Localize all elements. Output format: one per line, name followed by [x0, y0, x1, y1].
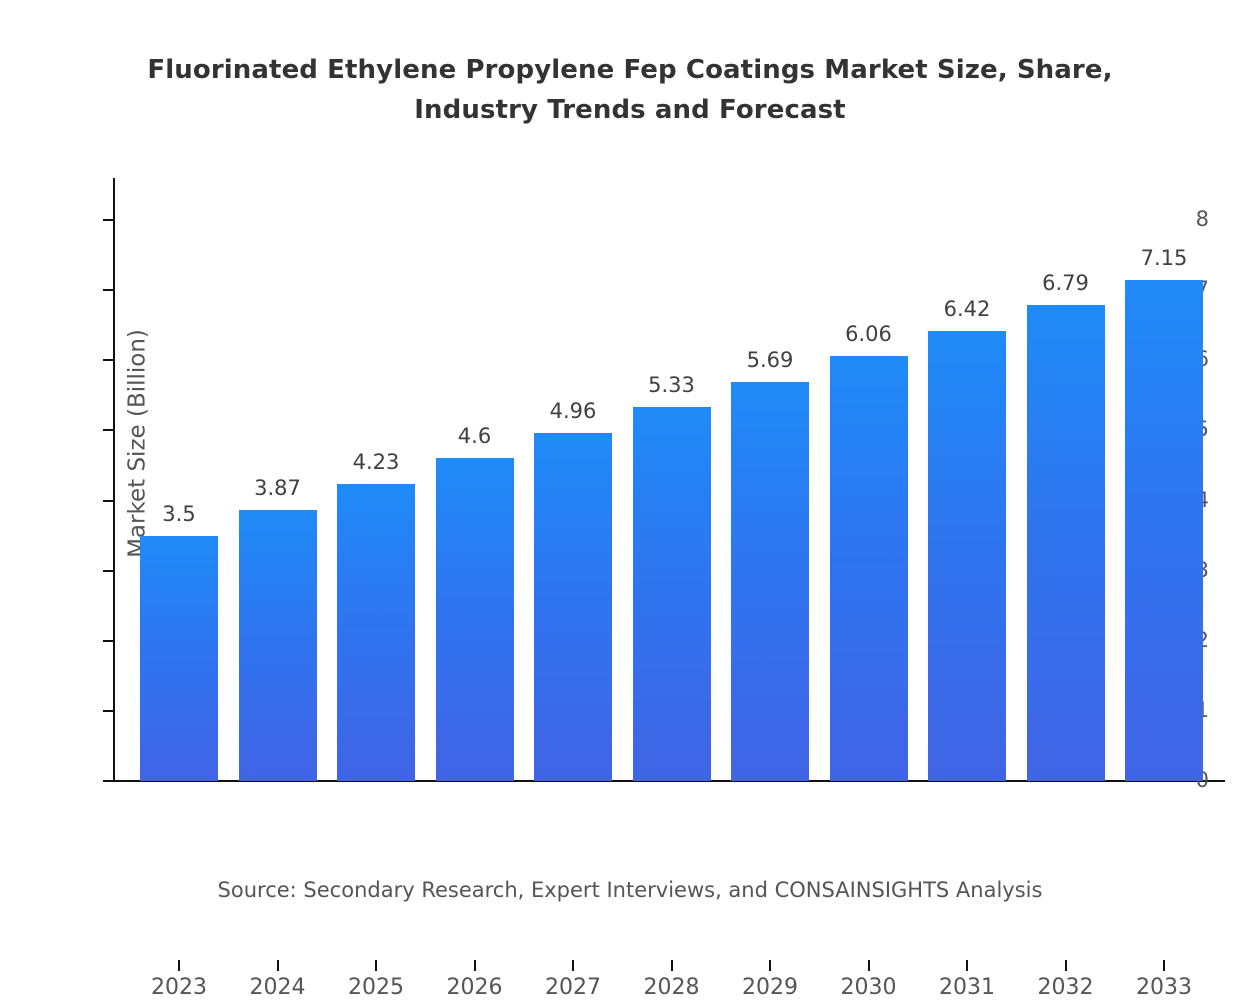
- bar-value-label: 3.5: [162, 501, 196, 526]
- x-axis-tick: [375, 960, 377, 971]
- bar-value-label: 3.87: [254, 475, 301, 500]
- bar[interactable]: [829, 356, 908, 781]
- bar[interactable]: [1026, 304, 1105, 781]
- x-axis-tick: [572, 960, 574, 971]
- x-axis-spine: [113, 780, 1225, 782]
- bar-value-label: 5.69: [746, 347, 794, 372]
- source-note: Source: Secondary Research, Expert Inter…: [217, 878, 1043, 902]
- bar-value-label: 5.33: [648, 373, 695, 398]
- bar-value-label: 4.6: [457, 424, 492, 449]
- bar[interactable]: [1125, 279, 1203, 781]
- bar-value-label: 4.96: [549, 399, 597, 424]
- y-axis-tick: [103, 289, 113, 292]
- x-axis-tick: [966, 960, 968, 971]
- bar[interactable]: [435, 458, 514, 781]
- x-axis-tick-label: 2033: [1136, 975, 1192, 1000]
- bar[interactable]: [337, 484, 415, 781]
- plot-area: Market Size (Billion) 012345678 20232024…: [103, 178, 1225, 1000]
- x-axis-tick: [867, 960, 870, 971]
- y-axis-tick: [103, 569, 113, 572]
- chart-title: Fluorinated Ethylene Propylene Fep Coati…: [147, 55, 1113, 125]
- bar[interactable]: [731, 382, 809, 781]
- x-axis-tick: [670, 960, 673, 971]
- y-axis-tick-label: 8: [1195, 207, 1209, 231]
- y-axis-tick: [103, 780, 113, 782]
- y-axis-tick: [103, 499, 113, 502]
- y-axis-tick: [103, 639, 113, 642]
- bar-value-label: 6.79: [1042, 270, 1089, 295]
- x-axis-tick: [769, 960, 771, 971]
- y-axis-tick: [103, 359, 113, 362]
- x-axis-tick: [473, 960, 476, 971]
- bar-value-label: 6.06: [845, 322, 892, 347]
- y-axis-tick: [103, 219, 113, 221]
- x-axis-tick: [1064, 960, 1067, 971]
- bar-value-label: 4.23: [352, 450, 400, 475]
- bar[interactable]: [534, 433, 612, 781]
- y-axis-tick: [103, 709, 113, 712]
- y-axis-spine: [113, 178, 115, 782]
- bar[interactable]: [632, 407, 711, 781]
- x-axis-tick: [276, 960, 279, 971]
- bar-value-label: 6.42: [943, 296, 991, 321]
- x-axis-tick: [1163, 960, 1165, 971]
- bar[interactable]: [140, 535, 218, 781]
- bar[interactable]: [238, 509, 317, 781]
- y-axis-tick: [103, 429, 113, 432]
- bar-value-label: 7.15: [1140, 245, 1188, 270]
- bar[interactable]: [928, 330, 1006, 781]
- x-axis-tick: [178, 960, 180, 971]
